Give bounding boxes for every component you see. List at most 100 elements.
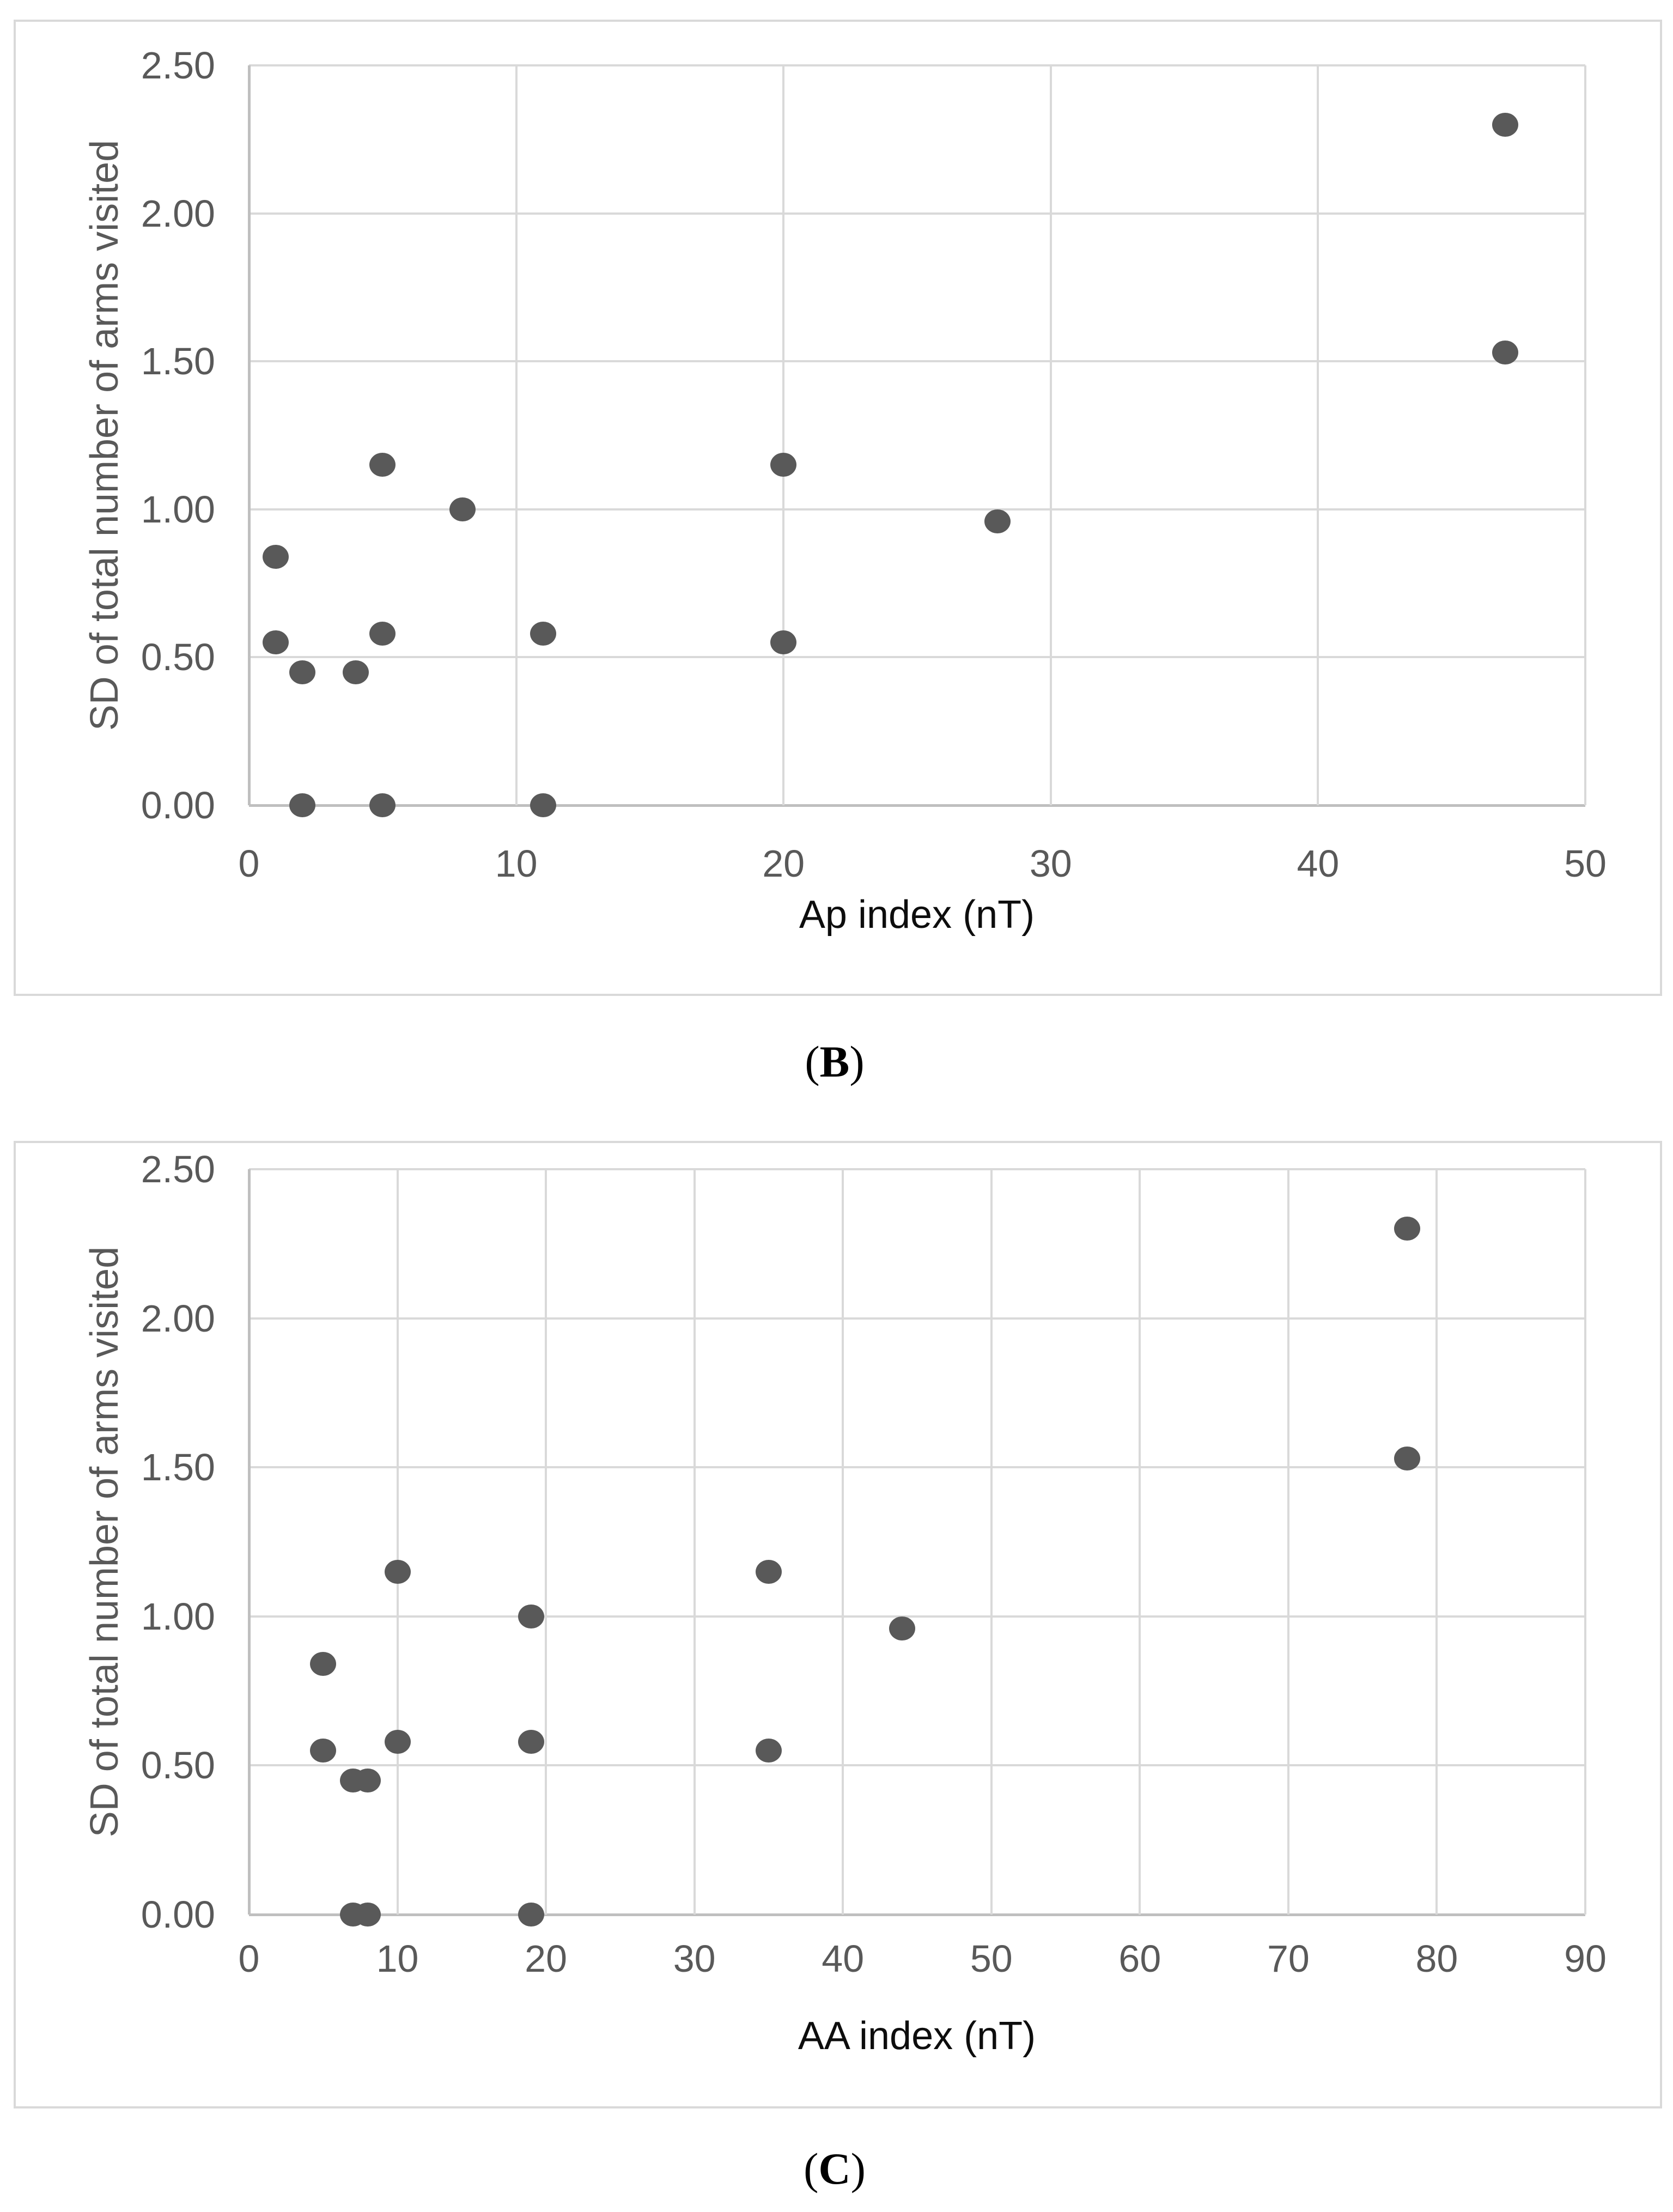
gridline-vertical — [1287, 1169, 1289, 1915]
gridline-horizontal — [249, 1615, 1585, 1618]
data-point — [770, 630, 797, 655]
data-point — [369, 621, 396, 646]
x-tick-label: 0 — [238, 1937, 260, 1980]
gridline-horizontal — [249, 360, 1585, 363]
x-tick-label: 10 — [376, 1937, 419, 1980]
y-tick-label: 0.50 — [141, 636, 215, 679]
y-tick-label: 2.50 — [141, 44, 215, 87]
x-tick-label: 0 — [238, 842, 260, 885]
gridline-vertical — [248, 1169, 251, 1915]
gridline-horizontal — [249, 64, 1585, 66]
gridline-vertical — [693, 1169, 696, 1915]
x-tick-label: 10 — [495, 842, 538, 885]
data-point — [1492, 340, 1518, 364]
data-point — [518, 1729, 544, 1754]
x-tick-label: 50 — [1564, 842, 1607, 885]
data-point — [310, 1652, 337, 1676]
x-axis-title-b: Ap index (nT) — [799, 893, 1035, 937]
caption-b-open-paren: ( — [805, 1037, 820, 1086]
x-tick-label: 80 — [1415, 1937, 1458, 1980]
x-tick-label: 20 — [762, 842, 805, 885]
data-point — [984, 509, 1011, 533]
data-point — [355, 1903, 381, 1927]
data-point — [263, 544, 289, 569]
data-point — [530, 793, 556, 817]
gridline-vertical — [990, 1169, 993, 1915]
scatter-panel-b — [14, 20, 1662, 996]
gridline-horizontal — [249, 1466, 1585, 1469]
gridline-horizontal — [249, 1168, 1585, 1170]
y-tick-label: 0.00 — [141, 1893, 215, 1936]
caption-b-close-paren: ) — [849, 1037, 865, 1086]
gridline-vertical — [545, 1169, 547, 1915]
y-tick-label: 1.00 — [141, 1595, 215, 1638]
caption-c-letter: C — [818, 2144, 851, 2193]
x-tick-label: 30 — [1029, 842, 1072, 885]
gridline-vertical — [1584, 1169, 1586, 1915]
x-tick-label: 40 — [1297, 842, 1340, 885]
x-tick-label: 50 — [970, 1937, 1013, 1980]
gridline-vertical — [782, 65, 785, 805]
gridline-vertical — [1049, 65, 1052, 805]
x-tick-label: 70 — [1267, 1937, 1310, 1980]
gridline-vertical — [396, 1169, 399, 1915]
caption-c-close-paren: ) — [850, 2144, 866, 2193]
gridline-vertical — [1317, 65, 1319, 805]
x-tick-label: 90 — [1564, 1937, 1607, 1980]
data-point — [1394, 1217, 1420, 1241]
data-point — [369, 793, 396, 817]
x-tick-label: 60 — [1118, 1937, 1161, 1980]
gridline-vertical — [248, 65, 251, 805]
x-tick-label: 30 — [673, 1937, 716, 1980]
data-point — [263, 630, 289, 655]
gridline-horizontal — [249, 212, 1585, 215]
x-axis-title-c: AA index (nT) — [798, 2014, 1036, 2058]
data-point — [310, 1739, 337, 1763]
y-tick-label: 2.50 — [141, 1148, 215, 1190]
gridline-horizontal — [249, 1317, 1585, 1320]
data-point — [755, 1559, 782, 1584]
gridline-horizontal — [249, 804, 1585, 807]
caption-c: (C) — [804, 2143, 866, 2195]
y-tick-label: 0.00 — [141, 784, 215, 827]
data-point — [518, 1903, 544, 1927]
data-point — [369, 453, 396, 477]
gridline-horizontal — [249, 656, 1585, 659]
data-point — [384, 1559, 411, 1584]
y-tick-label: 0.50 — [141, 1744, 215, 1787]
y-tick-label: 1.00 — [141, 488, 215, 531]
gridline-vertical — [1139, 1169, 1141, 1915]
data-point — [289, 660, 316, 684]
data-point — [518, 1604, 544, 1628]
y-axis-title-c: SD of total number of arms visited — [83, 1246, 126, 1838]
data-point — [289, 793, 316, 817]
data-point — [355, 1768, 381, 1792]
y-tick-label: 2.00 — [141, 1297, 215, 1340]
y-tick-label: 1.50 — [141, 340, 215, 383]
data-point — [530, 621, 556, 646]
data-point — [1394, 1446, 1420, 1470]
data-point — [1492, 112, 1518, 137]
data-point — [770, 453, 797, 477]
y-axis-title-b: SD of total number of arms visited — [83, 139, 126, 731]
gridline-horizontal — [249, 1764, 1585, 1767]
gridline-vertical — [1435, 1169, 1438, 1915]
gridline-vertical — [842, 1169, 844, 1915]
x-tick-label: 20 — [525, 1937, 568, 1980]
data-point — [755, 1739, 782, 1763]
caption-b-letter: B — [819, 1037, 850, 1086]
gridline-horizontal — [249, 508, 1585, 511]
caption-c-open-paren: ( — [804, 2144, 819, 2193]
gridline-vertical — [515, 65, 518, 805]
gridline-horizontal — [249, 1913, 1585, 1916]
caption-b: (B) — [805, 1036, 864, 1087]
data-point — [343, 660, 369, 684]
y-tick-label: 2.00 — [141, 192, 215, 235]
data-point — [384, 1729, 411, 1754]
data-point — [889, 1616, 916, 1640]
data-point — [449, 497, 476, 521]
x-tick-label: 40 — [822, 1937, 865, 1980]
gridline-vertical — [1584, 65, 1586, 805]
y-tick-label: 1.50 — [141, 1446, 215, 1489]
